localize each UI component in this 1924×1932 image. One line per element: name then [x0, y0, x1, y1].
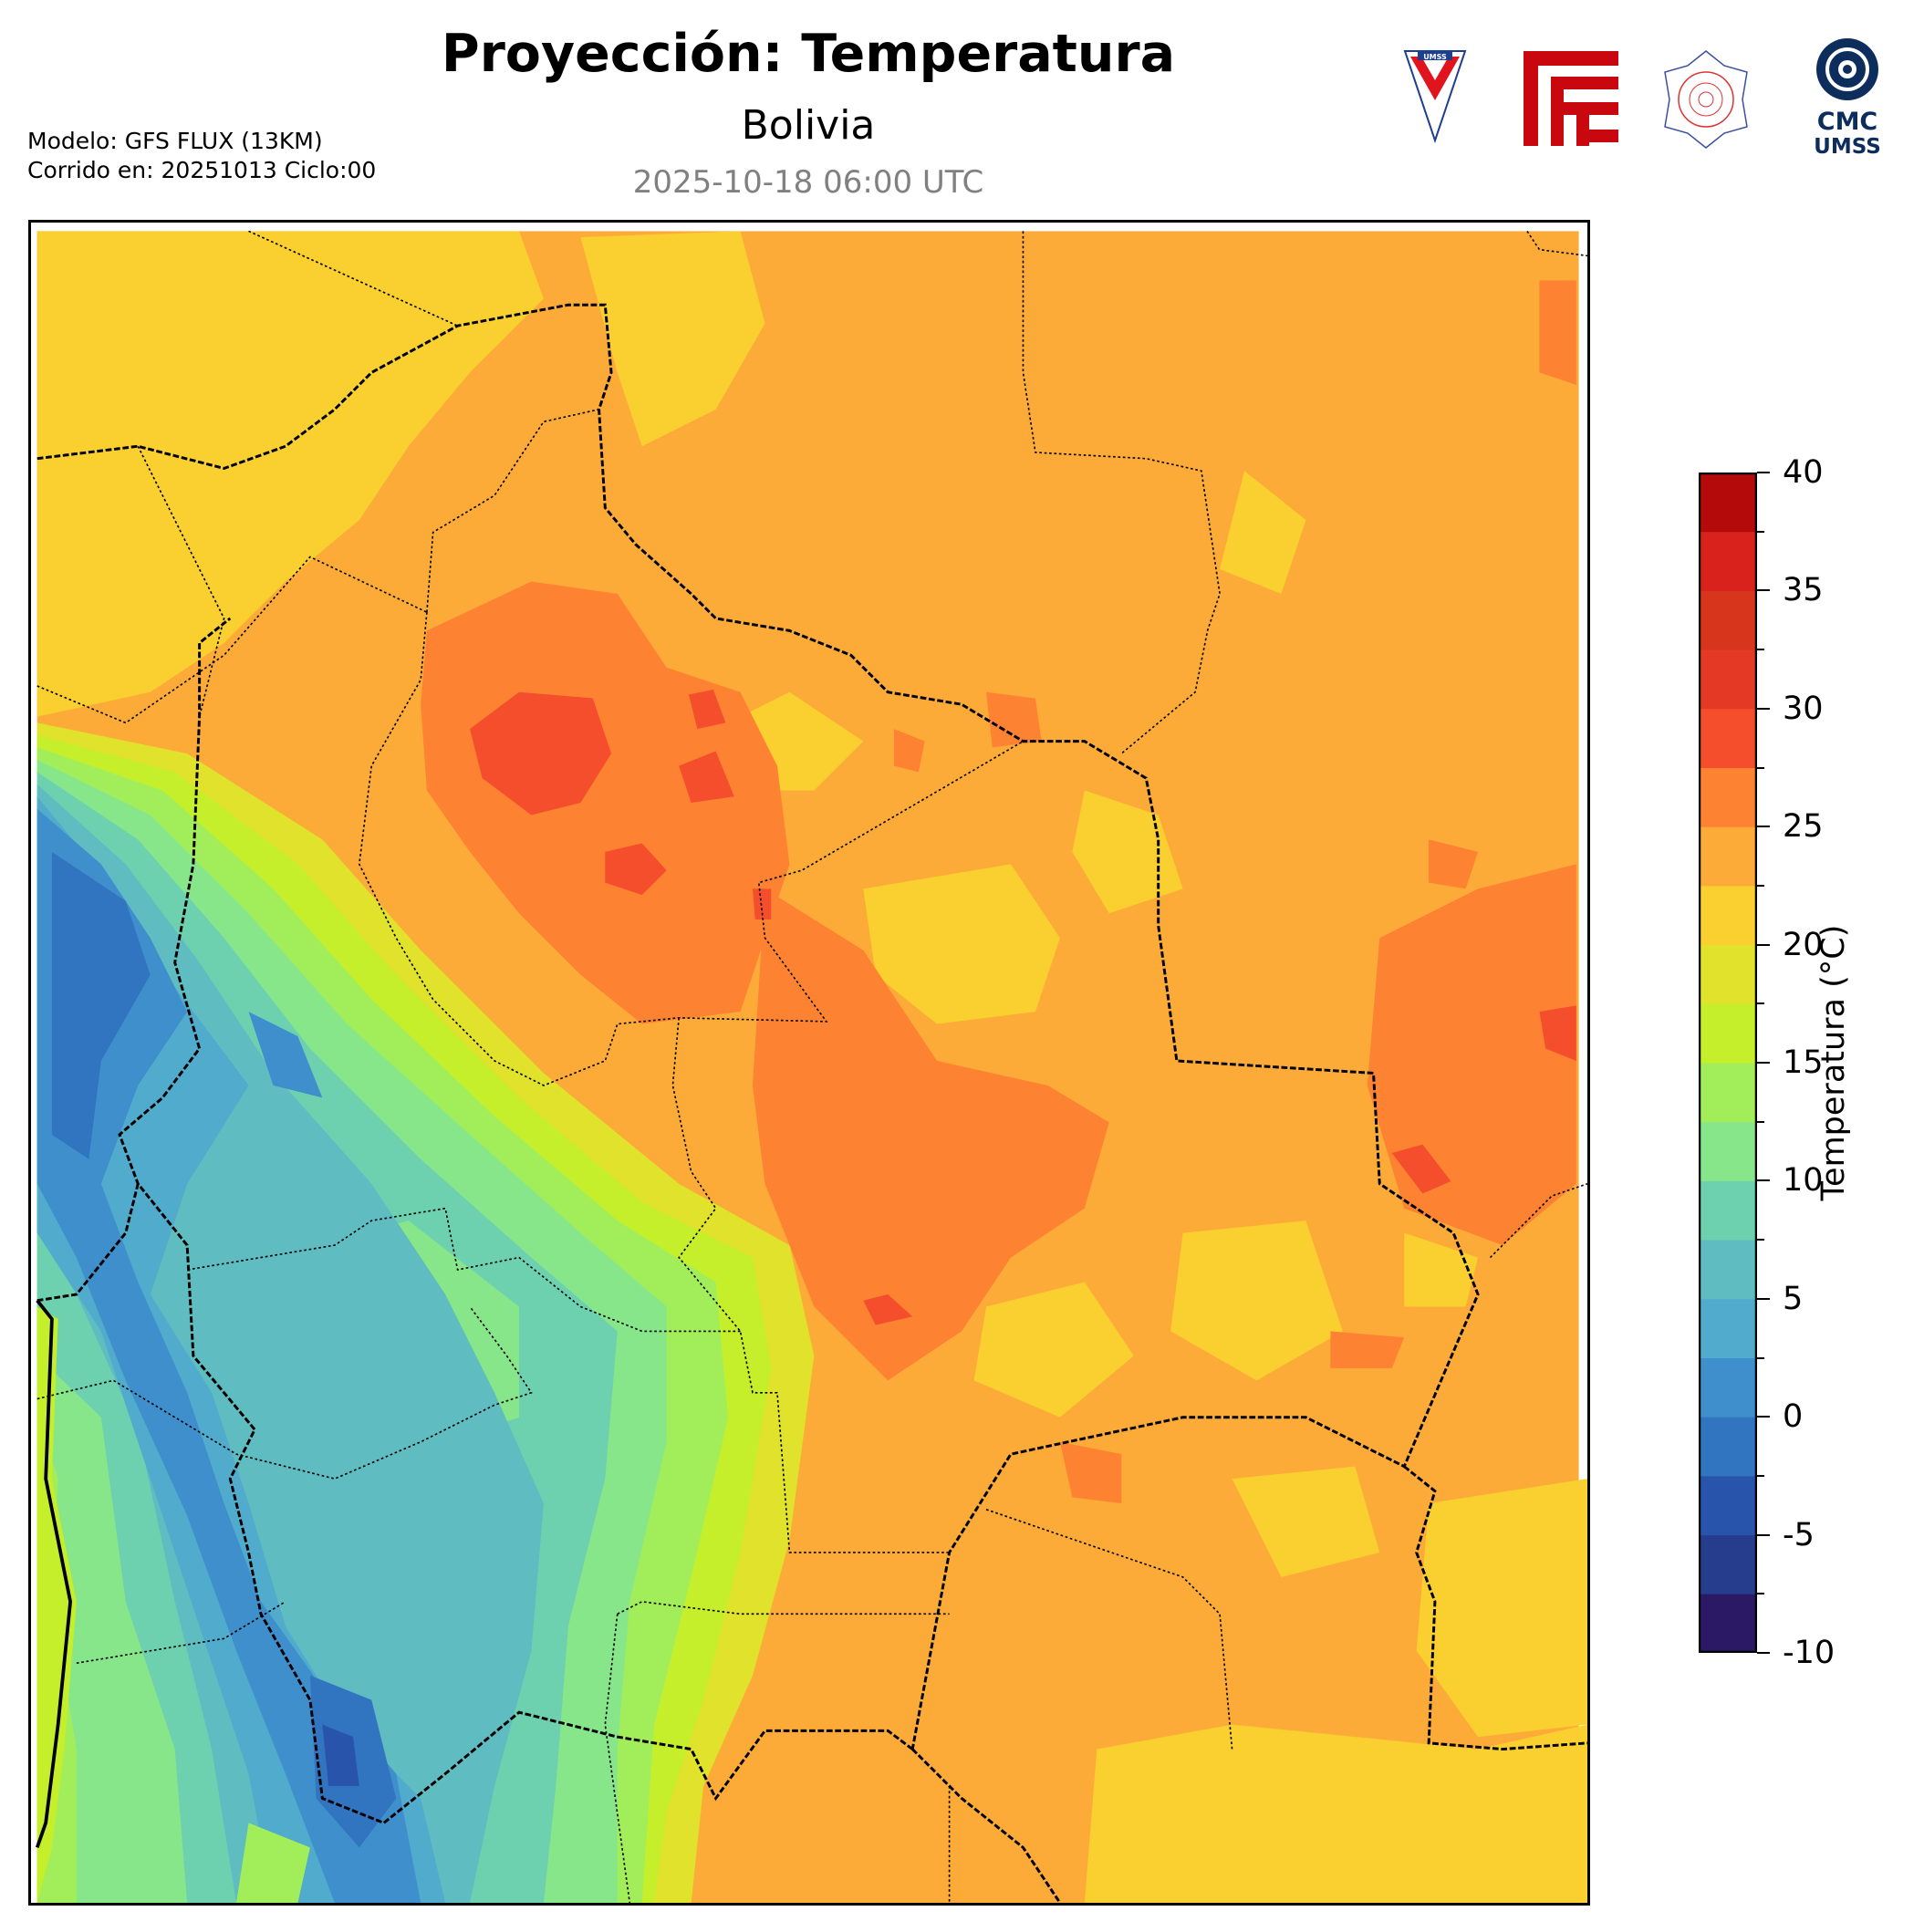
cmc-text: CMC — [1817, 108, 1878, 136]
major-tick — [1757, 826, 1770, 828]
colorbar-band — [1699, 944, 1757, 1004]
minor-tick — [1757, 530, 1764, 533]
field-m2-0 — [51, 851, 151, 1159]
colorbar-tick-label: 5 — [1783, 1280, 1804, 1317]
colorbar-tick-label: 25 — [1783, 808, 1824, 846]
colorbar-band — [1699, 767, 1757, 827]
colorbar-band — [1699, 708, 1757, 768]
minor-tick — [1757, 649, 1764, 651]
colorbar-tick-label: 15 — [1783, 1044, 1824, 1081]
colorbar-band — [1699, 649, 1757, 710]
major-tick — [1757, 1533, 1770, 1536]
major-tick — [1757, 1062, 1770, 1064]
colorbar-band — [1699, 1417, 1757, 1477]
valid-time: 2025-10-18 06:00 UTC — [632, 164, 984, 201]
colorbar-band — [1699, 1180, 1757, 1241]
faculty-logo — [1524, 51, 1618, 146]
field-20-22 — [36, 231, 1587, 1903]
major-tick — [1757, 1652, 1770, 1654]
major-tick — [1757, 1297, 1770, 1300]
colorbar-band — [1699, 1534, 1757, 1594]
colorbar-band — [1699, 826, 1757, 887]
major-tick — [1757, 707, 1770, 710]
umss-text: UMSS — [1814, 135, 1881, 159]
minor-tick — [1757, 766, 1764, 769]
major-tick — [1757, 943, 1770, 946]
colorbar-band — [1699, 1003, 1757, 1064]
colorbar-band — [1699, 1298, 1757, 1358]
minor-tick — [1757, 884, 1764, 887]
major-tick — [1757, 1416, 1770, 1418]
colorbar-band — [1699, 1594, 1757, 1653]
field-27-30 — [470, 690, 1576, 1325]
colorbar-band — [1699, 1063, 1757, 1123]
major-tick — [1757, 1179, 1770, 1182]
colorbar-axis: 40 35 30 25 20 15 10 5 0 -5 -10 — [1757, 454, 1867, 1671]
svg-text:UMSS: UMSS — [1423, 53, 1447, 61]
physics-department-logo — [1664, 50, 1748, 149]
colorbar — [1699, 473, 1757, 1653]
temperature-map[interactable] — [28, 220, 1590, 1906]
borders — [35, 230, 1587, 1903]
colorbar-tick-label: 0 — [1783, 1398, 1804, 1436]
colorbar-tick-label: 40 — [1783, 454, 1824, 491]
colorbar-tick-label: 35 — [1783, 572, 1824, 609]
minor-tick — [1757, 1356, 1764, 1359]
colorbar-tick-label: -5 — [1783, 1516, 1815, 1553]
minor-tick — [1757, 1593, 1764, 1595]
colorbar-band — [1699, 1121, 1757, 1181]
region-subtitle: Bolivia — [741, 102, 876, 149]
colorbar-band — [1699, 1357, 1757, 1418]
colorbar-tick-label: 10 — [1783, 1162, 1824, 1200]
colorbar-label: Temperatura (°C) — [1815, 924, 1852, 1201]
colorbar-tick-label: 20 — [1783, 926, 1824, 963]
minor-tick — [1757, 1002, 1764, 1005]
colorbar-band — [1699, 1475, 1757, 1536]
run-label: Corrido en: 20251013 Ciclo:00 — [27, 157, 377, 183]
major-tick — [1757, 472, 1770, 473]
field-0-2-patch — [248, 1012, 323, 1098]
temperature-field — [31, 223, 1587, 1903]
colorbar-band — [1699, 885, 1757, 946]
field-12-15-patch — [236, 1823, 310, 1903]
colorbar-tick-label: -10 — [1783, 1635, 1836, 1671]
major-tick — [1757, 589, 1770, 592]
colorbar-band — [1699, 531, 1757, 591]
colorbar-band — [1699, 1240, 1757, 1300]
colorbar-tick-label: 30 — [1783, 690, 1824, 727]
colorbar-band — [1699, 590, 1757, 650]
colorbar-band — [1699, 473, 1757, 533]
minor-tick — [1757, 1239, 1764, 1241]
chart-title: Proyección: Temperatura — [441, 24, 1176, 84]
cmc-umss-logo: CMC UMSS — [1814, 38, 1881, 159]
minor-tick — [1757, 1474, 1764, 1477]
model-label: Modelo: GFS FLUX (13KM) — [27, 128, 323, 154]
minor-tick — [1757, 1120, 1764, 1123]
field-0-2 — [36, 808, 421, 1903]
field-m5-m2 — [322, 1724, 359, 1786]
field-25-27 — [421, 280, 1576, 1504]
umss-logo: UMSS — [1403, 50, 1467, 144]
